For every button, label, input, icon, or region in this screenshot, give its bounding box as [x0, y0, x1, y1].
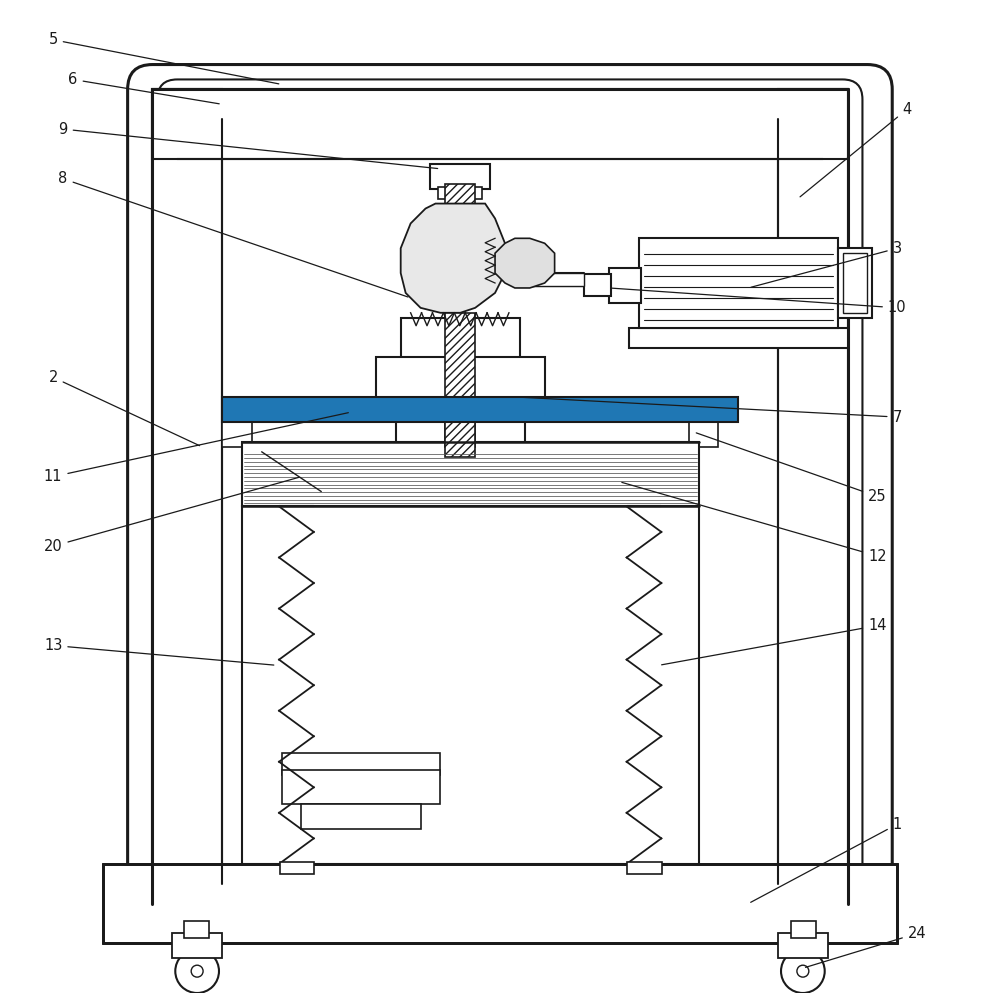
Bar: [401, 318, 520, 362]
Text: 12: 12: [622, 483, 887, 564]
Bar: [172, 933, 222, 958]
Bar: [689, 412, 718, 447]
Bar: [791, 921, 816, 938]
Bar: [629, 397, 738, 422]
Bar: [445, 184, 475, 278]
Bar: [629, 328, 848, 348]
FancyBboxPatch shape: [128, 65, 892, 928]
Text: 14: 14: [662, 618, 887, 664]
Bar: [280, 862, 314, 874]
Text: 24: 24: [806, 925, 926, 967]
Text: 9: 9: [58, 121, 438, 169]
Bar: [520, 273, 584, 286]
Bar: [222, 397, 738, 422]
Bar: [184, 921, 209, 938]
Text: 11: 11: [44, 413, 348, 485]
Bar: [152, 89, 848, 159]
Text: 2: 2: [48, 369, 200, 446]
Text: 25: 25: [696, 433, 887, 504]
Bar: [843, 253, 867, 313]
Bar: [838, 248, 872, 318]
Text: 6: 6: [68, 71, 219, 104]
Bar: [445, 313, 475, 447]
Bar: [371, 397, 550, 422]
Text: 3: 3: [751, 240, 902, 287]
Text: 1: 1: [751, 816, 902, 903]
Bar: [778, 933, 828, 958]
Bar: [440, 477, 475, 496]
Bar: [430, 457, 485, 482]
Text: 8: 8: [58, 171, 408, 297]
Bar: [152, 89, 222, 904]
Bar: [103, 864, 897, 943]
Bar: [639, 238, 838, 328]
Bar: [376, 357, 545, 407]
Bar: [222, 412, 252, 447]
Bar: [609, 268, 641, 303]
Bar: [301, 804, 421, 829]
Bar: [396, 402, 525, 457]
Bar: [282, 770, 440, 804]
Polygon shape: [495, 238, 555, 288]
Bar: [242, 506, 699, 864]
Bar: [282, 753, 440, 775]
Bar: [445, 402, 475, 457]
Bar: [778, 89, 848, 904]
Text: 10: 10: [612, 288, 907, 316]
Text: 7: 7: [523, 397, 902, 425]
Circle shape: [191, 965, 203, 977]
Text: 4: 4: [800, 101, 912, 197]
Bar: [222, 397, 331, 422]
Text: 5: 5: [49, 32, 279, 83]
Bar: [438, 187, 482, 199]
Circle shape: [781, 949, 825, 993]
Circle shape: [175, 949, 219, 993]
Bar: [242, 442, 699, 506]
Text: 20: 20: [44, 478, 299, 554]
Circle shape: [797, 965, 809, 977]
Bar: [627, 862, 662, 874]
Polygon shape: [401, 204, 505, 313]
Bar: [584, 274, 611, 296]
Bar: [430, 164, 490, 189]
Text: 13: 13: [44, 638, 274, 665]
